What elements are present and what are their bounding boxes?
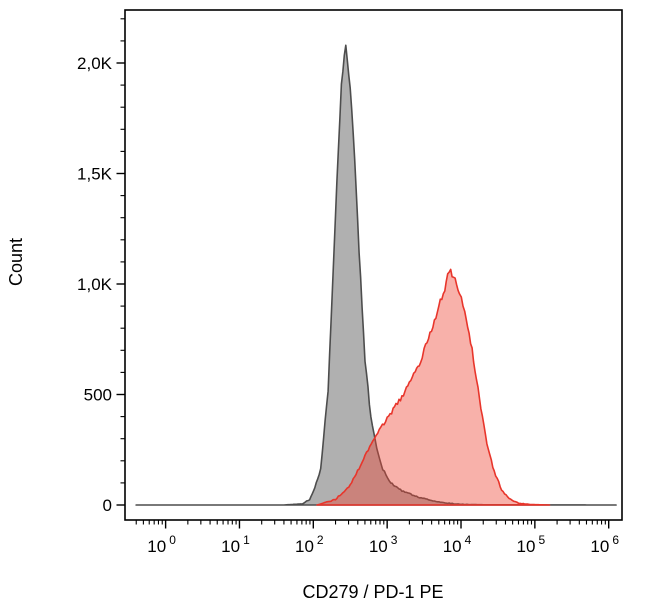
series-cd279-pd1-pe [316, 268, 551, 506]
y-tick-label: 500 [84, 386, 112, 405]
x-tick-label: 10 1 [221, 533, 250, 556]
x-tick-label: 10 3 [369, 533, 398, 556]
y-tick-label: 0 [103, 496, 112, 515]
plot-border [124, 9, 623, 521]
plot-frame [124, 9, 623, 521]
histogram-series [135, 44, 617, 506]
x-tick-label: 10 5 [517, 533, 546, 556]
y-axis-ticks: 0 500 1,0K 1,5K 2,0K [77, 18, 125, 515]
x-tick-label: 10 4 [443, 533, 472, 556]
x-tick-label: 10 6 [590, 533, 619, 556]
x-axis-ticks: 10 0 10 1 10 2 10 3 10 4 10 5 10 6 [135, 520, 619, 556]
y-tick-label: 1,5K [77, 165, 113, 184]
y-axis-title: Count [6, 238, 26, 286]
y-tick-label: 2,0K [77, 54, 113, 73]
x-tick-label: 10 2 [295, 533, 324, 556]
x-tick-label: 10 0 [147, 533, 176, 556]
y-tick-label: 1,0K [77, 275, 113, 294]
x-axis-title: CD279 / PD-1 PE [302, 582, 443, 602]
